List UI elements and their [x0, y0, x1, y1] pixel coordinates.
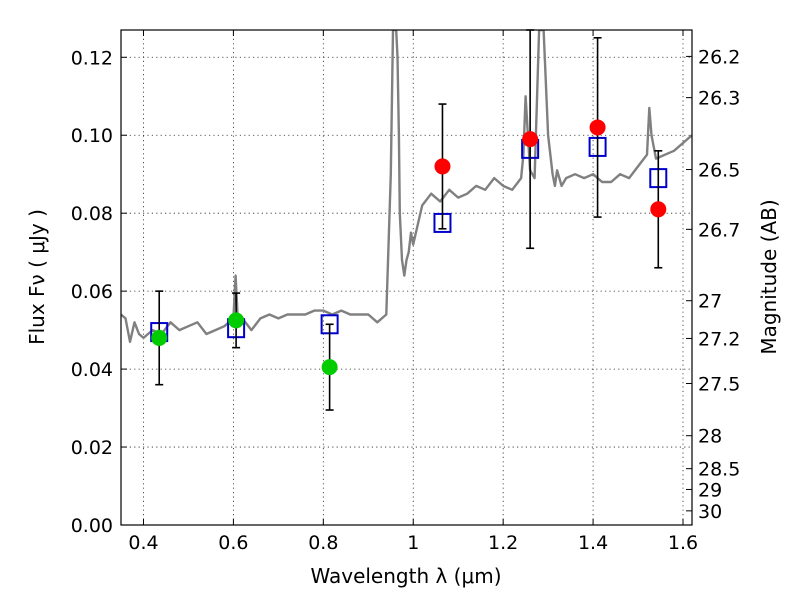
y-axis-title: Flux Fν ( μJy ): [25, 209, 49, 345]
mag-tick-label: 26.2: [698, 46, 740, 68]
plot-frame: [120, 29, 693, 526]
mag-tick-label: 30: [698, 501, 722, 523]
mag-tick-label: 27.5: [698, 373, 740, 395]
x-tick-label: 1.4: [578, 532, 608, 554]
y-tick-label: 0.02: [71, 437, 113, 459]
nir-observed-point: [522, 131, 539, 148]
mag-tick-label: 26.3: [698, 88, 740, 110]
mag-tick-label: 29: [698, 479, 722, 501]
y-tick-label: 0.00: [71, 515, 113, 537]
optical-observed-point: [228, 312, 245, 329]
optical-observed-point: [151, 329, 168, 346]
x-tick-label: 1: [407, 532, 419, 554]
x-tick-label: 0.4: [128, 532, 158, 554]
nir-observed-point: [434, 158, 451, 175]
mag-tick-label: 26.5: [698, 160, 740, 182]
y-tick-label: 0.08: [71, 203, 113, 225]
mag-tick-label: 28: [698, 426, 722, 448]
y-tick-label: 0.12: [71, 47, 113, 69]
x-tick-label: 0.6: [218, 532, 248, 554]
y-tick-label: 0.10: [71, 125, 113, 147]
y2-axis-title: Magnitude (AB): [757, 199, 781, 354]
x-tick-label: 1.2: [488, 532, 518, 554]
y-tick-label: 0.06: [71, 281, 113, 303]
mag-tick-label: 27.2: [698, 328, 740, 350]
x-axis-title: Wavelength λ (μm): [310, 564, 501, 588]
mag-tick-label: 27: [698, 291, 722, 313]
mag-tick-label: 28.5: [698, 459, 740, 481]
mag-tick-label: 26.7: [698, 219, 740, 241]
y-tick-label: 0.04: [71, 359, 113, 381]
axes: 0.4 0.6 0.8 1 1.2 1.4 1.6 0.00 0.02 0.04 0.06 0.08 0…: [71, 30, 740, 554]
x-tick-label: 1.6: [668, 532, 698, 554]
optical-observed-point: [321, 359, 338, 376]
plot-area: [121, 29, 692, 411]
nir-observed-point: [589, 119, 606, 136]
x-tick-label: 0.8: [308, 532, 338, 554]
nir-observed-point: [650, 201, 667, 218]
